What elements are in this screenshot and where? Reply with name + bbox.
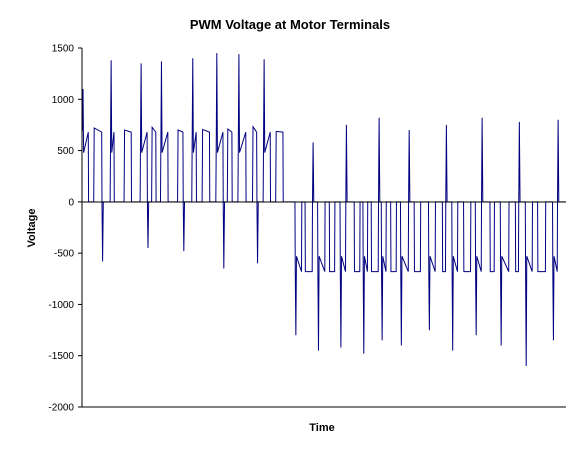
chart-title: PWM Voltage at Motor Terminals	[190, 17, 390, 32]
y-axis-label: Voltage	[26, 209, 38, 248]
y-tick-label: 500	[57, 146, 74, 157]
y-tick-label: -500	[54, 249, 74, 260]
voltage-series-line	[81, 53, 565, 366]
y-tick-label: -1000	[48, 300, 74, 311]
x-axis-label: Time	[309, 422, 334, 434]
y-tick-label: -2000	[48, 403, 74, 414]
y-tick-label: 0	[68, 197, 74, 208]
y-tick-label: 1500	[52, 44, 75, 55]
plot-area	[81, 53, 565, 366]
y-tick-label: 1000	[52, 95, 75, 106]
y-tick-label: -1500	[48, 351, 74, 362]
y-axis-ticks: 1500 1000 500 0 -500 -1000 -1500 -2000	[48, 44, 82, 414]
